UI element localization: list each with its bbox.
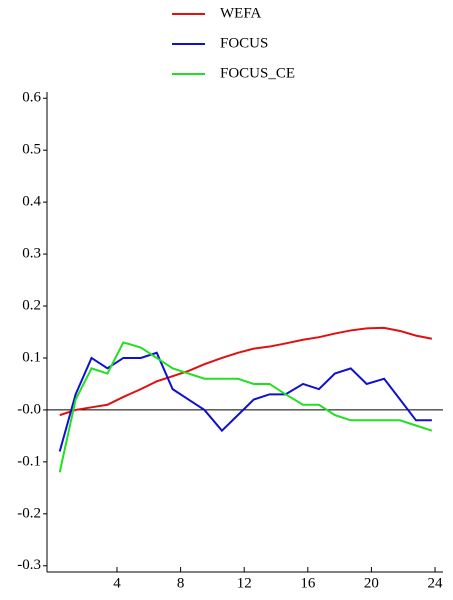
y-tick-label: -0.3 — [17, 557, 41, 573]
x-tick-label: 4 — [113, 575, 121, 591]
y-tick-label: 0.2 — [22, 297, 41, 313]
legend-label: FOCUS_CE — [220, 65, 295, 81]
x-tick-label: 12 — [237, 575, 252, 591]
y-tick-label: 0.6 — [22, 90, 41, 106]
x-tick-label: 24 — [428, 575, 444, 591]
y-tick-label: 0.4 — [22, 194, 41, 210]
x-tick-label: 16 — [300, 575, 316, 591]
series-line — [58, 341, 433, 473]
legend-label: FOCUS — [220, 35, 268, 51]
y-tick-label: 0.5 — [22, 142, 41, 158]
x-tick-label: 8 — [177, 575, 185, 591]
series-line — [59, 326, 433, 417]
y-tick-label: 0.1 — [22, 349, 41, 365]
series-line — [58, 351, 432, 452]
y-tick-label: 0.3 — [22, 246, 41, 262]
legend-label: WEFA — [220, 5, 262, 21]
y-tick-label: -0.0 — [17, 401, 41, 417]
x-tick-label: 20 — [364, 575, 379, 591]
y-tick-label: -0.1 — [17, 453, 41, 469]
y-tick-label: -0.2 — [17, 505, 41, 521]
